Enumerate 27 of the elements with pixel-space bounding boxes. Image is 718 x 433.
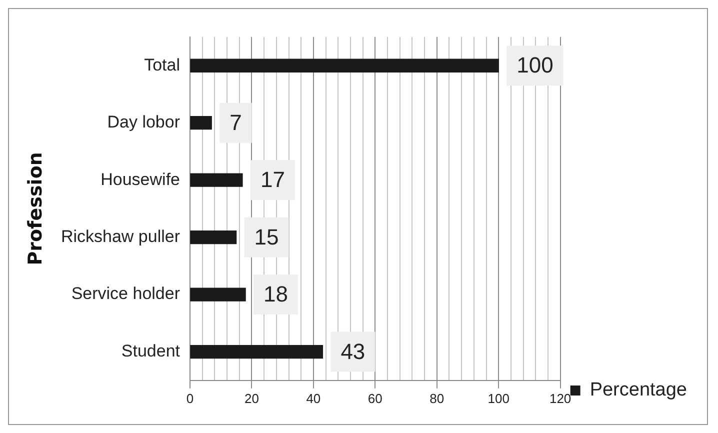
y-tick-label: Student [121,341,180,360]
x-tick-label: 0 [186,390,194,406]
bar [190,230,237,244]
bar [190,116,212,130]
y-axis-title: Profession [24,152,46,266]
y-tick-label: Housewife [100,170,180,189]
y-tick-label: Rickshaw puller [60,227,180,246]
data-label: 17 [260,167,285,192]
legend-label: Percentage [590,380,688,401]
data-label: 100 [516,52,554,78]
bar [190,173,243,187]
bar [190,344,324,359]
y-tick-label: Day lobor [107,112,180,132]
x-tick-label: 100 [488,390,510,406]
data-label: 15 [254,224,279,250]
x-tick-label: 120 [549,390,572,406]
y-tick-label: Service holder [71,284,180,304]
x-tick-label: 60 [368,390,382,406]
x-tick-label: 20 [244,390,259,406]
y-tick-label: Total [144,55,180,74]
data-label: 7 [230,110,242,135]
data-label: 43 [340,338,366,364]
bar [190,288,246,302]
data-label: 18 [264,282,288,307]
bar [190,58,499,72]
x-tick-label: 40 [306,390,321,406]
x-tick-label: 80 [430,390,444,406]
